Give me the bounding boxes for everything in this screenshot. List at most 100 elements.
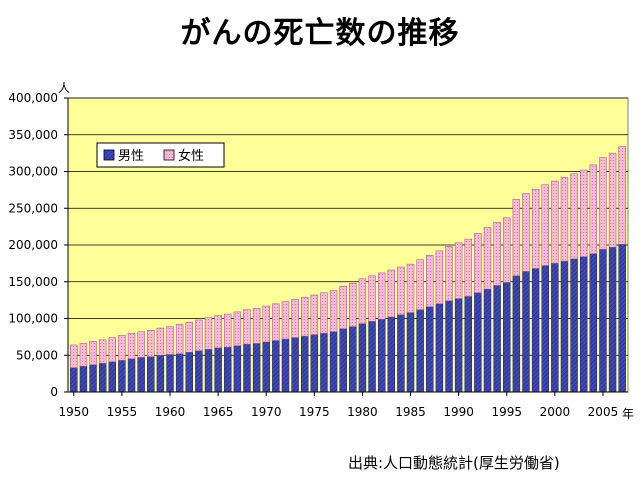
bar-male-1959 — [156, 355, 165, 393]
x-tick-label: 1985 — [395, 405, 426, 419]
bar-female-1994 — [493, 221, 501, 286]
bar-female-1978 — [339, 285, 347, 330]
bar-female-1992 — [474, 232, 482, 294]
bar-female-2007 — [618, 146, 626, 245]
bar-male-1988 — [435, 303, 444, 393]
bar-male-1987 — [426, 306, 434, 393]
bar-male-1958 — [147, 356, 155, 393]
legend-male-label: 男性 — [118, 149, 144, 164]
bar-male-1976 — [320, 332, 328, 393]
bar-male-1982 — [377, 318, 386, 393]
bar-male-2001 — [560, 260, 569, 393]
bar-male-1966 — [224, 346, 232, 393]
bar-female-1976 — [320, 292, 328, 334]
bar-male-2006 — [608, 246, 617, 393]
bar-male-2000 — [551, 263, 559, 393]
bar-male-1984 — [397, 314, 405, 393]
bar-male-1964 — [204, 349, 213, 393]
bar-female-1965 — [214, 315, 222, 349]
bar-male-1980 — [358, 323, 367, 393]
bar-male-1990 — [454, 298, 463, 393]
bar-male-1995 — [503, 282, 511, 393]
x-tick-label: 1995 — [491, 405, 522, 419]
bars — [70, 146, 626, 393]
bar-female-1959 — [156, 327, 165, 356]
tick-labels: 0 50,000 100,000 150,000 200,000 250,000 300,0… — [8, 91, 618, 419]
bar-male-1991 — [464, 296, 472, 393]
y-tick-label: 300,000 — [8, 165, 58, 179]
bar-female-1982 — [377, 272, 386, 320]
bar-female-1962 — [185, 321, 193, 353]
bar-female-1954 — [108, 337, 117, 363]
bar-female-2000 — [551, 180, 559, 264]
source-note: 出典:人口動態統計(厚生労働省) — [348, 454, 560, 472]
x-tick-label: 1960 — [155, 405, 186, 419]
y-tick-label: 50,000 — [16, 348, 58, 362]
bar-female-2001 — [560, 177, 569, 262]
legend-female-label: 女性 — [178, 148, 204, 164]
bar-male-1972 — [281, 338, 290, 393]
bar-female-1967 — [233, 311, 242, 346]
bar-male-1967 — [233, 345, 242, 393]
bar-female-1950 — [70, 344, 78, 368]
legend: 男性 女性 — [96, 142, 225, 168]
bar-female-1952 — [89, 341, 97, 366]
bar-female-1963 — [195, 319, 203, 352]
bar-male-1971 — [272, 340, 280, 393]
legend-male-swatch — [103, 149, 115, 161]
legend-female-swatch — [163, 149, 175, 161]
y-tick-label: 350,000 — [8, 128, 58, 142]
x-tick-label: 1955 — [107, 405, 138, 419]
bar-male-1992 — [474, 292, 482, 393]
bar-male-1970 — [262, 341, 270, 393]
bar-male-1993 — [483, 288, 492, 393]
bar-female-1968 — [243, 309, 251, 345]
bar-female-1995 — [503, 217, 511, 283]
bar-female-1973 — [291, 299, 299, 338]
bar-female-1951 — [79, 343, 88, 367]
bar-male-1973 — [291, 337, 299, 393]
bar-male-1965 — [214, 347, 222, 393]
bar-female-1985 — [406, 263, 415, 313]
bar-male-2007 — [618, 244, 626, 393]
bar-male-1963 — [195, 350, 203, 393]
bar-male-1956 — [127, 358, 136, 393]
y-tick-label: 0 — [50, 385, 58, 399]
bar-female-1991 — [464, 238, 472, 297]
bar-female-1955 — [118, 335, 126, 361]
bar-male-1981 — [368, 321, 376, 393]
bar-female-1964 — [204, 317, 213, 350]
bar-female-1984 — [397, 266, 405, 316]
bar-male-1983 — [387, 316, 396, 393]
bar-female-1957 — [137, 331, 145, 358]
bar-male-1975 — [310, 334, 319, 393]
bar-female-1953 — [98, 339, 107, 364]
bar-female-1981 — [368, 275, 376, 322]
bar-female-1986 — [416, 259, 424, 310]
bar-male-1977 — [329, 331, 338, 393]
axes — [64, 97, 628, 396]
bar-female-2005 — [599, 157, 607, 250]
bar-male-1957 — [137, 357, 145, 393]
bar-female-2006 — [608, 152, 617, 248]
y-tick-label: 400,000 — [8, 91, 58, 105]
bar-male-1985 — [406, 312, 415, 393]
bar-male-1953 — [98, 363, 107, 393]
bar-female-1999 — [541, 184, 549, 266]
bar-male-1969 — [252, 343, 261, 393]
y-tick-label: 100,000 — [8, 312, 58, 326]
bar-female-1975 — [310, 294, 319, 335]
bar-male-1951 — [79, 366, 88, 393]
bar-female-2002 — [570, 173, 578, 260]
bar-female-1993 — [483, 227, 492, 290]
x-tick-label: 1950 — [59, 405, 90, 419]
bar-female-1971 — [272, 303, 280, 341]
x-tick-label: 2000 — [540, 405, 571, 419]
bar-female-1980 — [358, 278, 367, 324]
x-tick-label: 2005 — [588, 405, 619, 419]
bar-female-1990 — [454, 242, 463, 299]
x-tick-label: 1990 — [443, 405, 474, 419]
bar-male-1955 — [118, 360, 126, 393]
x-tick-label: 1980 — [347, 405, 378, 419]
bar-female-2004 — [589, 164, 598, 255]
